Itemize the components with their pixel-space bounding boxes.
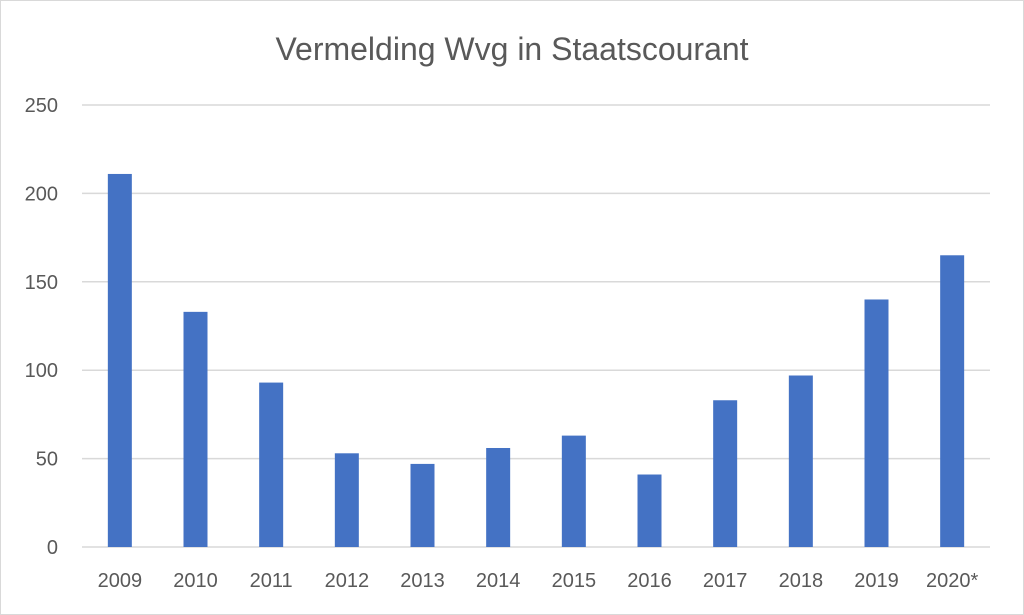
x-tick-label: 2015 xyxy=(552,570,597,592)
y-tick-label: 100 xyxy=(25,360,58,382)
x-tick-label: 2016 xyxy=(627,570,672,592)
x-tick-label: 2012 xyxy=(325,570,370,592)
x-tick-label: 2020* xyxy=(926,570,978,592)
x-axis-ticks: 2009 2010 2011 2012 2013 2014 2015 2016 2017 2018… xyxy=(98,570,979,592)
bar-2010 xyxy=(183,311,208,547)
bar-2015 xyxy=(561,435,586,547)
x-tick-label: 2010 xyxy=(173,570,218,592)
x-tick-label: 2011 xyxy=(250,570,293,592)
y-tick-label: 250 xyxy=(25,95,58,117)
gridlines xyxy=(82,104,990,548)
bar-2016 xyxy=(637,474,662,547)
bars xyxy=(107,173,965,547)
bar-2020 xyxy=(940,255,965,547)
x-tick-label: 2018 xyxy=(779,570,824,592)
chart-title: Vermelding Wvg in Staatscourant xyxy=(275,31,748,67)
x-tick-label: 2014 xyxy=(476,570,521,592)
bar-2013 xyxy=(410,463,435,547)
x-tick-label: 2019 xyxy=(854,570,899,592)
bar-2012 xyxy=(334,453,359,547)
y-tick-label: 200 xyxy=(25,183,58,205)
bar-2017 xyxy=(713,400,738,547)
y-axis-ticks: 0 50 100 150 200 250 xyxy=(25,95,58,559)
x-tick-label: 2017 xyxy=(703,570,748,592)
y-tick-label: 150 xyxy=(25,272,58,294)
bar-2014 xyxy=(486,447,511,547)
bar-2019 xyxy=(864,299,889,547)
bar-2011 xyxy=(259,382,284,547)
y-tick-label: 0 xyxy=(47,537,58,559)
bar-2018 xyxy=(788,375,813,547)
x-tick-label: 2013 xyxy=(400,570,445,592)
bar-2009 xyxy=(107,173,132,547)
y-tick-label: 50 xyxy=(36,449,58,471)
x-tick-label: 2009 xyxy=(98,570,143,592)
